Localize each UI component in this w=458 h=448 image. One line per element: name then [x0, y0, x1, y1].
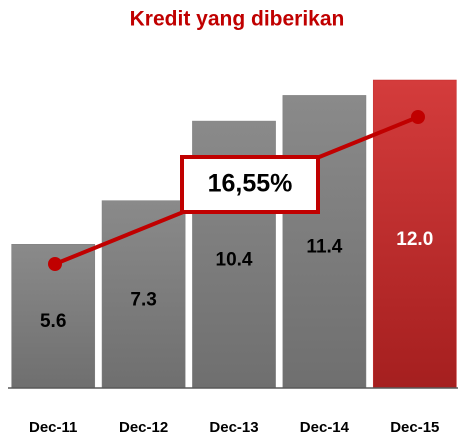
value-label: 5.6: [40, 311, 66, 332]
labels: Dec-11 5.6 Dec-12 7.3 Dec-13 10.4 Dec-14 11.4 De…: [29, 229, 439, 436]
bars: [11, 79, 457, 389]
value-label: 12.0: [396, 229, 433, 250]
growth-start: [48, 257, 62, 271]
x-tick-label: Dec-11: [29, 419, 77, 436]
annotation-box: [180, 155, 320, 214]
value-label: 7.3: [130, 289, 156, 310]
bar: [101, 200, 186, 389]
annotation: 16,55%: [208, 170, 293, 198]
x-tick-label: Dec-12: [119, 419, 168, 436]
x-tick-label: Dec-15: [390, 419, 439, 436]
value-label: 11.4: [306, 237, 342, 258]
x-tick-label: Dec-13: [209, 419, 258, 436]
growth-end: [411, 110, 425, 124]
value-label: 10.4: [216, 250, 253, 271]
chart-title: Kredit yang diberikan: [130, 8, 345, 31]
x-tick-label: Dec-14: [300, 419, 350, 436]
